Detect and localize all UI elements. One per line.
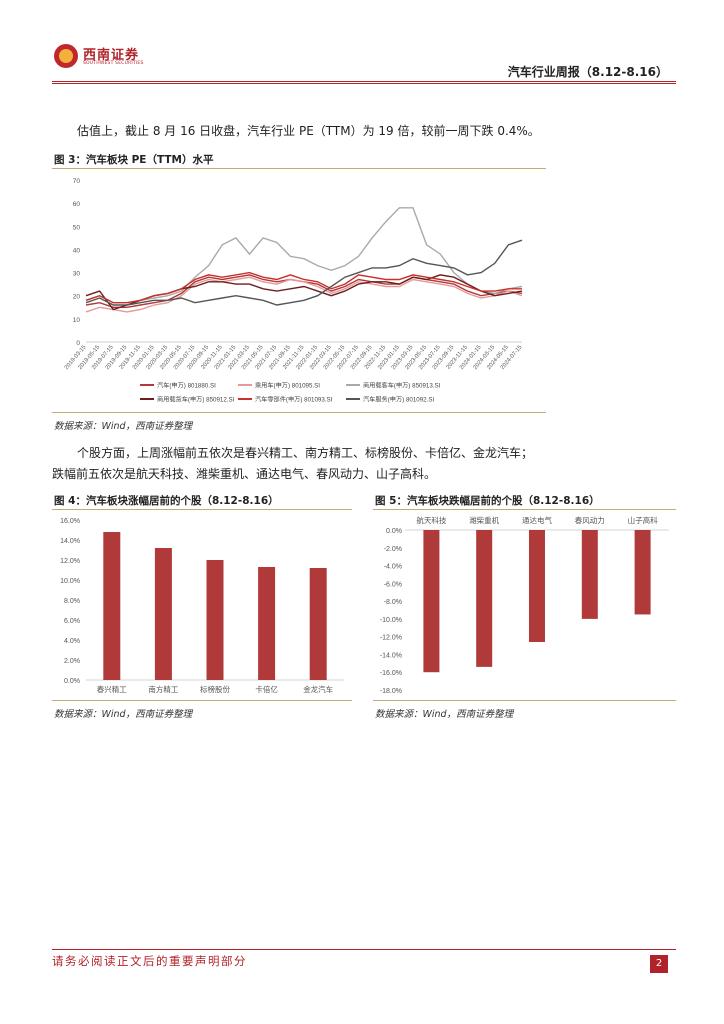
gainers-y-tick-label: 4.0% bbox=[64, 638, 80, 645]
losers-bar bbox=[423, 530, 440, 673]
figure-5-bottom-rule bbox=[373, 700, 676, 701]
losers-y-tick-label: -10.0% bbox=[380, 617, 402, 624]
losers-bar bbox=[634, 530, 651, 615]
losers-bar bbox=[476, 530, 493, 667]
gainers-bar bbox=[258, 567, 276, 680]
pe-legend-label: 汽车服务(申万) 801092.SI bbox=[363, 396, 434, 404]
report-title: 汽车行业周报（8.12-8.16） bbox=[507, 65, 668, 79]
pe-series-lines bbox=[85, 207, 523, 313]
company-logo: 西南证券 SOUTHWEST SECURITIES bbox=[54, 44, 154, 74]
footer-divider bbox=[52, 949, 676, 950]
footer-disclaimer: 请务必阅读正文后的重要声明部分 bbox=[52, 954, 247, 968]
pe-y-tick-label: 30 bbox=[73, 271, 81, 278]
figure-3-bottom-rule bbox=[52, 412, 546, 413]
figure-3-title: 图 3：汽车板块 PE（TTM）水平 bbox=[54, 154, 214, 166]
header-divider-2 bbox=[52, 83, 676, 84]
losers-category-label: 山子高科 bbox=[628, 515, 658, 525]
losers-bar bbox=[529, 530, 545, 642]
brand-name-en: SOUTHWEST SECURITIES bbox=[83, 61, 144, 66]
pe-series-line-5 bbox=[85, 271, 522, 304]
losers-y-tick-label: -4.0% bbox=[384, 564, 402, 571]
figure-4-bottom-rule bbox=[52, 700, 352, 701]
losers-category-label: 春风动力 bbox=[575, 515, 605, 525]
pe-y-tick-label: 50 bbox=[73, 224, 81, 231]
gainers-y-tick-label: 10.0% bbox=[60, 578, 80, 585]
pe-y-axis: 0 10 20 30 40 50 60 70 bbox=[73, 178, 522, 347]
gainers-bar bbox=[206, 560, 224, 680]
losers-y-tick-label: -18.0% bbox=[380, 688, 402, 695]
header-divider bbox=[52, 81, 676, 82]
gainers-y-tick-label: 8.0% bbox=[64, 598, 80, 605]
figure-4-source: 数据来源：Wind，西南证券整理 bbox=[54, 709, 193, 720]
pe-line-chart: 0 10 20 30 40 50 60 70 2019-03-152019-05-152019… bbox=[64, 178, 524, 404]
losers-y-tick-label: -16.0% bbox=[380, 670, 402, 677]
losers-category-label: 航天科技 bbox=[416, 515, 446, 525]
pe-y-tick-label: 20 bbox=[73, 294, 81, 301]
losers-y-tick-label: -8.0% bbox=[384, 599, 402, 606]
gainers-category-label: 卡倍亿 bbox=[255, 684, 278, 694]
losers-y-tick-label: -2.0% bbox=[384, 546, 402, 553]
pe-y-tick-label: 10 bbox=[73, 317, 81, 324]
gainers-category-label: 标榜股份 bbox=[200, 684, 230, 694]
page-number: 2 bbox=[650, 955, 668, 973]
gainers-y-tick-label: 12.0% bbox=[60, 558, 80, 565]
losers-y-tick-label: 0.0% bbox=[386, 528, 402, 535]
gainers-bar bbox=[103, 532, 121, 680]
pe-legend-label: 商用载客车(申万) 850913.SI bbox=[363, 382, 441, 390]
figure-3-rule bbox=[52, 168, 546, 169]
stock-paragraph-line-2: 跌幅前五依次是航天科技、潍柴重机、通达电气、春风动力、山子高科。 bbox=[52, 467, 437, 481]
gainers-y-tick-label: 0.0% bbox=[64, 678, 80, 685]
gainers-y-tick-label: 16.0% bbox=[60, 518, 80, 525]
pe-series-line-6 bbox=[85, 239, 523, 306]
brand-name: 西南证券 bbox=[83, 48, 140, 63]
pe-series-line-2 bbox=[85, 276, 523, 313]
figure-5-source: 数据来源：Wind，西南证券整理 bbox=[375, 709, 514, 720]
pe-y-tick-label: 0 bbox=[76, 340, 80, 347]
losers-category-label: 潍柴重机 bbox=[469, 515, 499, 525]
pe-y-tick-label: 70 bbox=[73, 178, 81, 185]
figure-3-source: 数据来源：Wind，西南证券整理 bbox=[54, 421, 193, 432]
gainers-category-label: 南方精工 bbox=[148, 684, 178, 694]
figure-5-rule bbox=[373, 509, 676, 510]
figure-4-rule bbox=[52, 509, 352, 510]
gainers-bar-chart: 0.0% 2.0% 4.0% 6.0% 8.0% 10.0% 12.0% 14.0% 16.0%… bbox=[60, 518, 344, 694]
pe-legend-label: 乘用车(申万) 801095.SI bbox=[255, 382, 320, 390]
gainers-category-label: 春兴精工 bbox=[97, 684, 127, 694]
pe-legend-label: 商用载货车(申万) 850912.SI bbox=[157, 396, 235, 404]
gainers-category-label: 金龙汽车 bbox=[303, 684, 333, 694]
losers-y-tick-label: -12.0% bbox=[380, 635, 402, 642]
logo-mark-icon bbox=[54, 44, 78, 68]
pe-legend: 汽车(申万) 801880.SI 乘用车(申万) 801095.SI 商用载客车(申… bbox=[140, 382, 441, 404]
gainers-y-tick-label: 2.0% bbox=[64, 658, 80, 665]
losers-y-tick-label: -6.0% bbox=[384, 581, 402, 588]
pe-y-tick-label: 60 bbox=[73, 201, 81, 208]
gainers-bars: 0.0% 2.0% 4.0% 6.0% 8.0% 10.0% 12.0% 14.0% 16.0%… bbox=[60, 518, 344, 694]
figure-5-title: 图 5：汽车板块跌幅居前的个股（8.12-8.16） bbox=[375, 495, 600, 507]
gainers-bar bbox=[154, 548, 172, 680]
stock-paragraph-line-1: 个股方面，上周涨幅前五依次是春兴精工、南方精工、标榜股份、卡倍亿、金龙汽车； bbox=[77, 446, 534, 460]
gainers-y-tick-label: 14.0% bbox=[60, 538, 80, 545]
losers-bar bbox=[581, 530, 598, 619]
pe-legend-label: 汽车(申万) 801880.SI bbox=[157, 382, 216, 390]
pe-x-axis: 2019-03-152019-05-152019-07-152019-09-15… bbox=[64, 344, 524, 371]
figure-4-title: 图 4：汽车板块涨幅居前的个股（8.12-8.16） bbox=[54, 495, 279, 507]
pe-y-tick-label: 40 bbox=[73, 247, 81, 254]
losers-bar-chart: 0.0% -2.0% -4.0% -6.0% -8.0% -10.0% -12.0% -14.… bbox=[380, 515, 669, 695]
losers-bars: 0.0% -2.0% -4.0% -6.0% -8.0% -10.0% -12.0% -14.… bbox=[380, 515, 669, 695]
losers-y-tick-label: -14.0% bbox=[380, 652, 402, 659]
gainers-bar bbox=[309, 568, 327, 680]
gainers-y-tick-label: 6.0% bbox=[64, 618, 80, 625]
intro-paragraph: 估值上，截止 8 月 16 日收盘，汽车行业 PE（TTM）为 19 倍，较前一… bbox=[77, 124, 540, 138]
pe-legend-label: 汽车零部件(申万) 801093.SI bbox=[255, 396, 333, 404]
losers-category-label: 通达电气 bbox=[522, 515, 552, 525]
